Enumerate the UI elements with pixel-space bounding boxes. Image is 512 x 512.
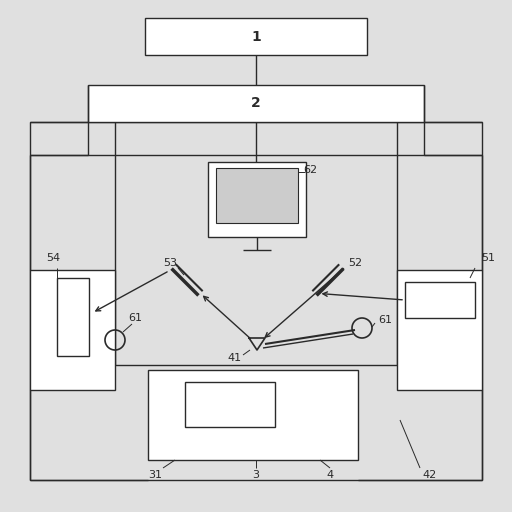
Bar bbox=[208, 162, 306, 237]
Bar bbox=[30, 270, 115, 390]
Text: 52: 52 bbox=[348, 258, 362, 268]
Bar bbox=[57, 278, 89, 356]
Bar bbox=[397, 270, 482, 390]
Text: 1: 1 bbox=[251, 30, 261, 44]
Bar bbox=[115, 155, 397, 365]
Text: 61: 61 bbox=[378, 315, 392, 325]
Text: 62: 62 bbox=[303, 165, 317, 175]
Bar bbox=[185, 382, 275, 427]
Text: 2: 2 bbox=[251, 96, 261, 110]
Text: 4: 4 bbox=[327, 470, 333, 480]
Text: 61: 61 bbox=[128, 313, 142, 323]
Text: 54: 54 bbox=[46, 253, 60, 263]
Bar bbox=[30, 122, 482, 480]
Bar bbox=[216, 168, 298, 223]
Text: 31: 31 bbox=[148, 470, 162, 480]
Bar bbox=[148, 370, 358, 460]
Text: 51: 51 bbox=[481, 253, 495, 263]
Text: 41: 41 bbox=[228, 353, 242, 363]
Bar bbox=[405, 282, 475, 318]
Text: 42: 42 bbox=[423, 470, 437, 480]
Text: 53: 53 bbox=[163, 258, 177, 268]
Bar bbox=[88, 85, 424, 122]
Bar bbox=[145, 18, 367, 55]
Text: 3: 3 bbox=[252, 470, 260, 480]
